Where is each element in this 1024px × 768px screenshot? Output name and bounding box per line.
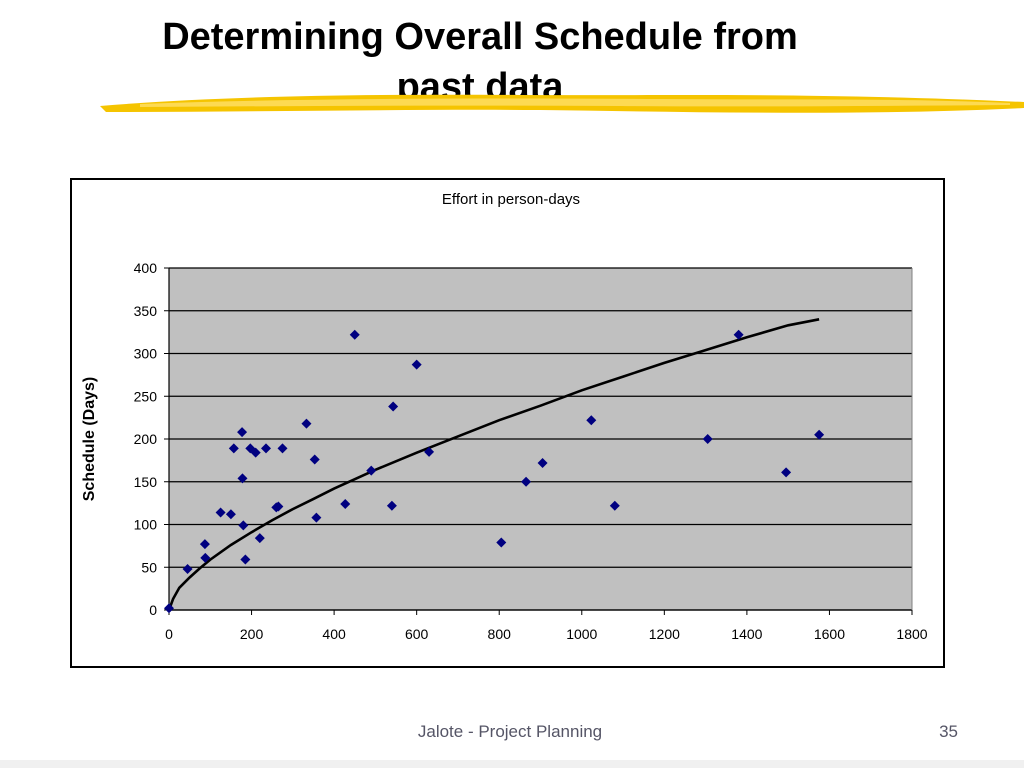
data-point-26 bbox=[411, 359, 422, 370]
scatter-chart: Effort in person-days 0 50 100 150 200 250 300 3… bbox=[81, 191, 928, 642]
y-tick-label-300: 300 bbox=[134, 346, 158, 362]
data-point-10 bbox=[240, 554, 251, 565]
data-point-32 bbox=[609, 500, 620, 511]
x-tick-label-1800: 1800 bbox=[896, 626, 927, 642]
footer-text: Jalote - Project Planning bbox=[417, 722, 603, 741]
y-tick-label-50: 50 bbox=[141, 559, 157, 575]
y-tick-label-350: 350 bbox=[134, 303, 158, 319]
bottom-rule bbox=[0, 760, 1024, 768]
data-point-36 bbox=[814, 429, 825, 440]
data-point-8 bbox=[237, 473, 248, 484]
x-tick-label-1600: 1600 bbox=[814, 626, 845, 642]
slide-title-line-1: Determining Overall Schedule from bbox=[162, 16, 798, 58]
data-point-29 bbox=[521, 476, 532, 487]
data-point-3 bbox=[200, 552, 211, 563]
data-point-14 bbox=[261, 443, 272, 454]
x-tick-label-600: 600 bbox=[405, 626, 429, 642]
data-point-5 bbox=[225, 509, 236, 520]
y-tick-label-0: 0 bbox=[149, 602, 157, 618]
data-point-25 bbox=[388, 401, 399, 412]
swash-highlight-stroke bbox=[140, 98, 1010, 107]
data-point-28 bbox=[496, 537, 507, 548]
data-point-34 bbox=[733, 329, 744, 340]
data-point-35 bbox=[781, 467, 792, 478]
data-point-6 bbox=[228, 443, 239, 454]
y-tick-label-200: 200 bbox=[134, 431, 158, 447]
data-point-21 bbox=[340, 498, 351, 509]
data-point-1 bbox=[182, 563, 193, 574]
data-point-9 bbox=[238, 520, 249, 531]
data-point-31 bbox=[586, 415, 597, 426]
y-tick-label-150: 150 bbox=[134, 474, 158, 490]
y-tick-label-100: 100 bbox=[134, 517, 158, 533]
data-point-2 bbox=[199, 539, 210, 550]
data-point-17 bbox=[277, 443, 288, 454]
trend-line bbox=[167, 318, 820, 611]
x-tick-label-800: 800 bbox=[488, 626, 512, 642]
data-point-12 bbox=[250, 447, 261, 458]
x-tick-label-0: 0 bbox=[165, 626, 173, 642]
data-point-33 bbox=[702, 434, 713, 444]
data-point-7 bbox=[237, 427, 248, 438]
data-point-22 bbox=[349, 329, 360, 340]
chart-frame: Effort in person-days 0 50 100 150 200 250 300 3… bbox=[70, 178, 945, 668]
x-tick-label-1000: 1000 bbox=[566, 626, 597, 642]
data-point-16 bbox=[273, 501, 284, 512]
x-tick-label-400: 400 bbox=[322, 626, 346, 642]
page-number: 35 bbox=[939, 722, 958, 741]
title-underline-swash bbox=[100, 94, 1024, 113]
data-point-19 bbox=[309, 454, 320, 465]
y-axis-label: Schedule (Days) bbox=[81, 377, 98, 501]
slide-title: Determining Overall Schedule from past d… bbox=[100, 12, 860, 112]
data-point-23 bbox=[366, 465, 377, 476]
data-point-24 bbox=[386, 500, 397, 511]
y-tick-label-400: 400 bbox=[134, 260, 158, 276]
x-tick-label-1400: 1400 bbox=[731, 626, 762, 642]
x-tick-label-200: 200 bbox=[240, 626, 264, 642]
y-tick-label-250: 250 bbox=[134, 388, 158, 404]
x-tick-label-1200: 1200 bbox=[649, 626, 680, 642]
data-point-4 bbox=[215, 507, 226, 518]
data-point-18 bbox=[301, 418, 312, 429]
chart-title: Effort in person-days bbox=[442, 191, 580, 208]
data-point-27 bbox=[424, 446, 435, 457]
data-point-20 bbox=[311, 512, 322, 523]
data-point-0 bbox=[164, 603, 174, 614]
data-point-30 bbox=[537, 457, 548, 468]
